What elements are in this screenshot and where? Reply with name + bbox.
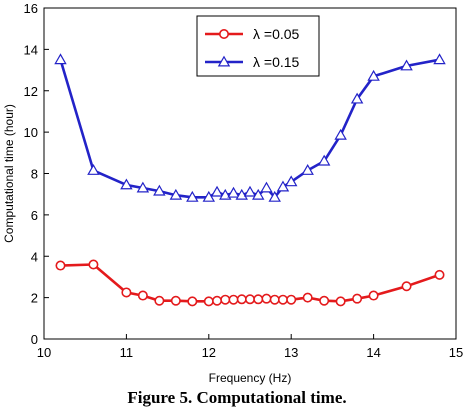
data-point	[245, 294, 256, 305]
data-point	[212, 295, 223, 306]
x-tick-label: 12	[202, 345, 216, 360]
data-point	[202, 190, 216, 202]
legend-entry: λ =0.05	[205, 26, 300, 42]
data-point	[368, 290, 379, 301]
data-point	[284, 175, 298, 187]
series-line	[59, 58, 440, 199]
data-point	[87, 163, 100, 175]
data-point	[269, 294, 280, 305]
data-point	[268, 190, 281, 202]
data-point	[169, 188, 183, 200]
data-point	[235, 188, 248, 200]
legend-marker	[217, 55, 231, 67]
x-tick-label: 11	[120, 345, 134, 360]
data-point	[400, 59, 413, 71]
x-tick-label: 15	[449, 345, 463, 360]
legend-box	[196, 15, 320, 77]
data-point	[433, 53, 446, 65]
data-point	[301, 163, 314, 175]
data-point	[335, 296, 346, 307]
legend: λ =0.05 λ =0.15	[196, 15, 320, 77]
y-tick-label: 4	[31, 249, 38, 264]
data-point	[367, 69, 380, 81]
data-point	[153, 184, 166, 196]
data-point	[317, 154, 331, 166]
data-point	[203, 296, 214, 307]
legend-entry: λ =0.15	[205, 54, 300, 70]
data-point	[277, 294, 288, 305]
data-point	[136, 181, 150, 193]
y-axis: 0 2 4 6 8 10 12 14 16	[24, 1, 49, 347]
y-tick-label: 12	[24, 84, 38, 99]
data-point	[210, 185, 224, 197]
series-1	[55, 259, 445, 307]
data-point	[121, 287, 132, 298]
data-point	[302, 292, 313, 303]
data-point	[243, 185, 257, 197]
data-point	[137, 290, 148, 301]
data-point	[252, 188, 265, 200]
data-point	[286, 294, 297, 305]
x-tick-label: 13	[284, 345, 298, 360]
data-point	[154, 295, 165, 306]
data-point	[260, 181, 273, 193]
legend-label: λ =0.05	[253, 26, 300, 42]
data-point	[319, 295, 330, 306]
data-point	[276, 180, 290, 192]
data-point	[253, 294, 264, 305]
y-tick-label: 16	[24, 1, 38, 16]
y-tick-label: 2	[31, 291, 38, 306]
data-point	[227, 186, 240, 198]
data-point	[170, 295, 181, 306]
legend-label: λ =0.15	[253, 54, 300, 70]
y-tick-label: 10	[24, 125, 38, 140]
x-axis-label: Frequency (Hz)	[209, 371, 292, 385]
data-point	[120, 178, 133, 190]
data-point	[401, 281, 412, 292]
y-tick-label: 0	[31, 332, 38, 347]
y-tick-label: 8	[31, 167, 38, 182]
x-axis: 10 11 12 13 14 15	[37, 334, 463, 360]
data-point	[236, 294, 247, 305]
figure-caption: Figure 5. Computational time.	[127, 388, 347, 407]
data-point	[228, 294, 239, 305]
data-point	[261, 293, 272, 304]
y-tick-label: 14	[24, 42, 38, 57]
data-point	[352, 293, 363, 304]
series-2	[54, 53, 446, 202]
y-axis-label: Computational time (hour)	[2, 104, 16, 243]
data-point	[54, 53, 67, 65]
data-point	[187, 296, 198, 307]
data-point	[220, 294, 231, 305]
x-tick-label: 14	[366, 345, 380, 360]
series-layer	[54, 53, 446, 307]
y-tick-label: 6	[31, 208, 38, 223]
data-point	[350, 92, 364, 104]
data-point	[434, 269, 445, 280]
x-tick-label: 10	[37, 345, 51, 360]
data-point	[55, 260, 66, 271]
data-point	[88, 259, 99, 270]
line-chart: 0 2 4 6 8 10 12 14 16 10 11 12 13 14 15 Frequency (Hz…	[2, 1, 463, 385]
data-point	[186, 190, 199, 202]
legend-marker	[219, 28, 230, 39]
data-point	[334, 128, 347, 140]
